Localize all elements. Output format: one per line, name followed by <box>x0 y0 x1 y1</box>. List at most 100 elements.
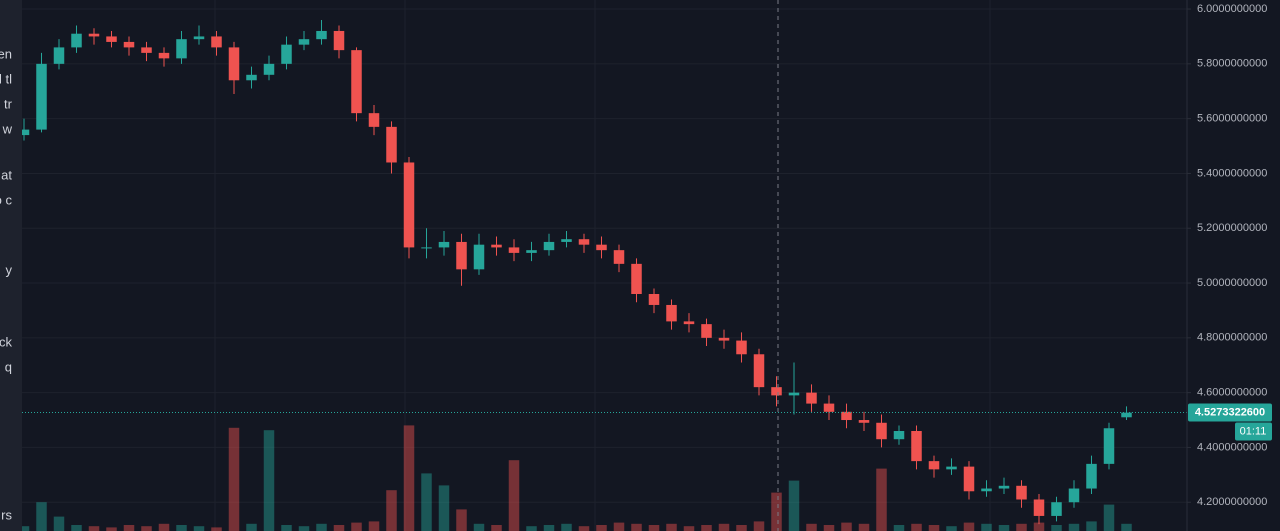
y-tick-label: 5.0000000000 <box>1197 277 1267 289</box>
countdown-label: 01:11 <box>1240 425 1267 437</box>
side-panel-text: rs <box>1 507 12 522</box>
volume-bar <box>491 525 502 531</box>
candle-body <box>1033 499 1045 516</box>
volume-bar <box>876 468 887 531</box>
volume-bar <box>648 525 660 531</box>
volume-bar <box>228 427 240 531</box>
candle-body <box>631 263 642 294</box>
candle-body <box>788 392 800 396</box>
volume-bar <box>963 522 975 531</box>
candle-body <box>351 50 362 114</box>
volume-bar <box>823 525 835 531</box>
side-panel-text: en <box>0 46 12 61</box>
last-price-badge <box>1188 403 1272 422</box>
volume-bar <box>613 522 625 531</box>
volume-bar <box>701 525 712 531</box>
side-panel-text: q <box>5 359 12 374</box>
volume-bar <box>298 526 310 531</box>
volume-bar <box>753 521 765 531</box>
volume-bar <box>263 430 275 531</box>
candle-body <box>193 36 205 40</box>
candle-body <box>228 47 240 81</box>
volume-bar <box>561 523 572 531</box>
candle-body <box>526 250 537 253</box>
volume-bar <box>71 525 82 531</box>
y-tick-label: 5.8000000000 <box>1197 58 1267 70</box>
candle-body <box>403 162 415 248</box>
candle-body <box>578 239 590 245</box>
y-tick-label: 4.8000000000 <box>1197 332 1267 344</box>
candle-body <box>263 63 275 75</box>
volume-bar <box>1016 523 1027 531</box>
volume-bar <box>211 527 222 531</box>
volume-bar <box>736 525 747 531</box>
volume-bar <box>788 480 800 531</box>
candle-body <box>53 47 65 64</box>
candle-body <box>491 244 502 248</box>
candle-body <box>823 403 835 412</box>
candle-body <box>141 47 152 53</box>
volume-bar <box>18 526 30 531</box>
candle-body <box>246 74 257 81</box>
volume-bar <box>421 473 432 531</box>
y-tick-label: 4.2000000000 <box>1197 496 1267 508</box>
side-panel-text: w <box>2 121 13 136</box>
volume-bar <box>403 425 415 531</box>
volume-bar <box>438 485 450 531</box>
y-tick-label: 6.0000000000 <box>1197 3 1267 15</box>
vertical-grid <box>214 0 991 531</box>
candle-body <box>1086 463 1097 489</box>
candle-body <box>508 247 520 253</box>
candle-body <box>613 250 625 264</box>
volume-bar <box>981 523 992 531</box>
candle-body <box>806 392 817 404</box>
side-panel-text: at <box>1 167 12 182</box>
candle-body <box>123 41 135 48</box>
candle-body <box>701 324 712 338</box>
y-tick-label: 5.4000000000 <box>1197 167 1267 179</box>
candle-body <box>543 241 555 251</box>
y-tick-label: 5.2000000000 <box>1197 222 1267 234</box>
candle-body <box>998 485 1010 489</box>
candle-body <box>316 30 327 40</box>
volume-bar <box>806 523 817 531</box>
y-tick-label: 4.4000000000 <box>1197 441 1267 453</box>
candle-body <box>106 36 117 42</box>
candle-body <box>211 36 222 48</box>
candle-body <box>438 241 450 248</box>
candle-body <box>1103 428 1115 464</box>
candle-body <box>88 33 100 37</box>
candle-body <box>736 340 747 355</box>
candle-body <box>368 113 380 127</box>
volume-bar <box>333 525 345 531</box>
side-panel-text: l tl <box>0 71 12 86</box>
side-panel[interactable]: en l tl tr w at o c y ck q rs <box>0 0 22 531</box>
volume-bars <box>18 425 1132 531</box>
volume-bar <box>456 509 467 531</box>
volume-bar <box>771 492 782 531</box>
y-tick-label: 5.6000000000 <box>1197 113 1267 125</box>
volume-bar <box>526 526 537 531</box>
candle-body <box>876 422 887 440</box>
candle-body <box>718 337 730 341</box>
candle-body <box>683 321 695 325</box>
volume-bar <box>351 522 362 531</box>
price-axis-bg <box>1187 0 1280 531</box>
side-panel-text: tr <box>4 96 13 111</box>
candle-body <box>858 420 870 423</box>
volume-bar <box>158 523 170 531</box>
volume-bar <box>88 526 100 531</box>
candle-body <box>421 247 432 249</box>
candle-body <box>771 387 782 396</box>
candle-body <box>596 244 607 251</box>
volume-bar <box>841 522 852 531</box>
candle-body <box>753 354 765 388</box>
candle-body <box>1068 488 1080 503</box>
volume-bar <box>893 525 905 531</box>
candle-body <box>333 30 345 51</box>
candle-body <box>666 304 677 322</box>
volume-bar <box>316 523 327 531</box>
volume-bar <box>508 460 520 531</box>
